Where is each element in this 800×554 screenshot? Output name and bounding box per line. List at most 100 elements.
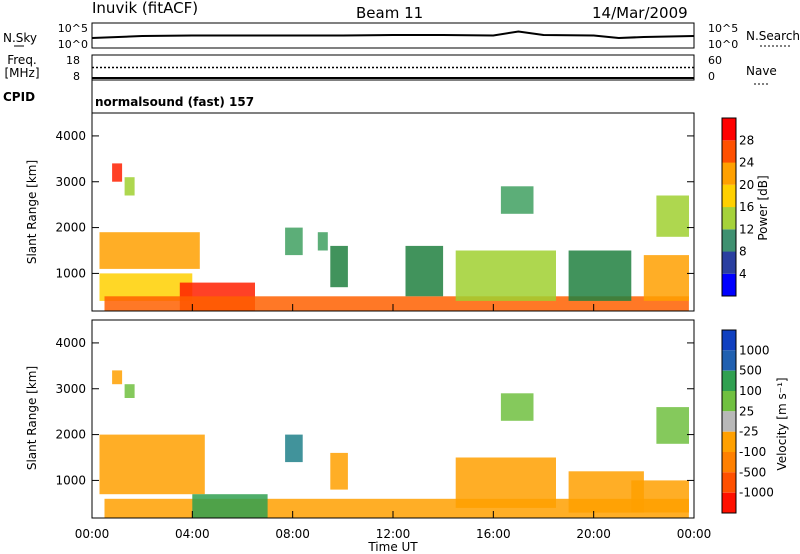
velocity-colorbar-block-2 <box>722 370 736 391</box>
power-colorbar-frame <box>721 117 737 297</box>
velocity-colorbar-tick-3: 25 <box>739 404 754 418</box>
power-yticks-label-0: 1000 <box>55 266 86 280</box>
power-y-label: Slant Range [km] <box>25 160 39 264</box>
power-colorbar-tick-6: 28 <box>739 133 754 147</box>
power-cells-region-9 <box>405 245 444 297</box>
power-colorbar-tick-0: 4 <box>739 267 747 281</box>
velocity-colorbar-block-0 <box>722 330 736 351</box>
power-colorbar-block-2 <box>722 229 736 252</box>
power-colorbar-tick-1: 8 <box>739 245 747 259</box>
power-cells-region-14 <box>656 195 689 237</box>
nsearch-label: N.Search <box>746 29 800 43</box>
vel-cells-region-6 <box>330 452 348 490</box>
power-y-ticks: 1000 2000 3000 4000 <box>55 129 694 280</box>
power-cells-region-7 <box>317 232 328 251</box>
power-cells-region-6 <box>285 227 303 256</box>
power-colorbar-tick-3: 16 <box>739 200 754 214</box>
vel-cells-region-7 <box>500 393 534 421</box>
power-colorbar-block-5 <box>722 162 736 185</box>
velocity-colorbar-block-5 <box>722 431 736 452</box>
nave-tick-lo: 0 <box>708 70 715 83</box>
velocity-colorbar-block-6 <box>722 452 736 473</box>
vel-yticks-label-1: 2000 <box>55 428 86 442</box>
nsky-tick-hi: 10^5 <box>58 22 88 35</box>
velocity-colorbar-tick-2: 100 <box>739 384 762 398</box>
velocity-y-ticks: 1000 2000 3000 4000 <box>55 336 694 487</box>
velocity-colorbar-tick-6: -500 <box>739 465 766 479</box>
power-yticks-label-3: 4000 <box>55 129 86 143</box>
power-yticks-label-2: 3000 <box>55 175 86 189</box>
power-colorbar-block-6 <box>722 140 736 163</box>
power-cells-region-1 <box>99 232 200 269</box>
vel-cells-region-2 <box>192 494 268 518</box>
power-colorbar-block-7 <box>722 118 736 141</box>
power-colorbar-block-4 <box>722 184 736 208</box>
power-colorbar-block-0 <box>722 273 736 297</box>
vel-cells-region-10 <box>656 407 689 444</box>
power-cells-region-5 <box>124 177 135 196</box>
freq-label: Freq. <box>7 53 37 67</box>
power-cells-region-10 <box>500 186 534 214</box>
nsearch-tick-hi: 10^5 <box>708 22 738 35</box>
power-cells-region-12 <box>568 250 632 301</box>
power-colorbar-tick-5: 24 <box>739 156 754 170</box>
nave-label: Nave <box>746 64 777 78</box>
freq-tick-lo: 8 <box>73 70 80 83</box>
power-colorbar-tick-2: 12 <box>739 222 754 236</box>
power-colorbar-label: Power [dB] <box>756 175 770 240</box>
freq-unit-label: [MHz] <box>4 66 39 80</box>
nsky-frame <box>91 22 695 49</box>
x-tick-label-2: 08:00 <box>275 527 310 541</box>
velocity-colorbar-tick-4: -25 <box>739 425 759 439</box>
power-colorbar: 4 8 12 16 20 24 28 <box>721 117 754 297</box>
velocity-colorbar-tick-7: -1000 <box>739 486 774 500</box>
power-colorbar-block-3 <box>722 207 736 230</box>
vel-cells-region-8 <box>455 457 556 508</box>
x-tick-label-6: 00:00 <box>677 527 712 541</box>
station-title: Inuvik (fitACF) <box>92 0 198 17</box>
velocity-colorbar-block-1 <box>722 350 736 371</box>
nsearch-tick-lo: 10^0 <box>708 38 738 51</box>
velocity-colorbar-block-8 <box>722 492 736 513</box>
date-title: 14/Mar/2009 <box>592 4 688 22</box>
freq-tick-hi: 18 <box>66 54 80 67</box>
x-axis-label: Time UT <box>367 540 418 554</box>
nsky-series-line <box>91 30 695 40</box>
x-tick-label-4: 16:00 <box>476 527 511 541</box>
x-tick-label-3: 12:00 <box>376 527 411 541</box>
velocity-y-label: Slant Range [km] <box>25 366 39 470</box>
velocity-colorbar: 1000 500 100 25 -25 -100 -500 -1000 <box>721 329 774 514</box>
power-yticks-label-1: 2000 <box>55 221 86 235</box>
vel-yticks-label-2: 3000 <box>55 382 86 396</box>
power-colorbar-tick-4: 20 <box>739 178 754 192</box>
x-tick-label-0: 00:00 <box>75 527 110 541</box>
beam-title: Beam 11 <box>356 4 423 22</box>
vel-yticks-label-3: 4000 <box>55 336 86 350</box>
cpid-text: normalsound (fast) 157 <box>95 95 254 109</box>
velocity-heatmap <box>99 370 689 519</box>
power-colorbar-block-1 <box>722 251 736 274</box>
velocity-colorbar-frame <box>721 329 737 514</box>
power-cells-region-11 <box>455 250 556 301</box>
velocity-colorbar-tick-5: -100 <box>739 445 766 459</box>
x-tick-label-1: 04:00 <box>175 527 210 541</box>
power-heatmap <box>99 163 689 311</box>
velocity-colorbar-tick-0: 1000 <box>739 343 770 357</box>
vel-cells-region-0 <box>99 434 205 495</box>
velocity-colorbar-block-3 <box>722 391 736 412</box>
nsky-label: N.Sky <box>3 31 37 45</box>
vel-cells-region-3 <box>112 370 123 385</box>
nave-tick-hi: 60 <box>708 54 722 67</box>
vel-yticks-label-0: 1000 <box>55 473 86 487</box>
vel-cells-region-4 <box>124 384 135 398</box>
power-cells-region-8 <box>330 245 348 288</box>
power-cells-region-13 <box>643 255 689 301</box>
vel-cells-region-11 <box>631 480 689 513</box>
velocity-colorbar-tick-1: 500 <box>739 364 762 378</box>
x-axis-ticks: 00:00 04:00 08:00 12:00 16:00 20:00 00:00 <box>75 304 712 541</box>
vel-cells-region-5 <box>285 434 303 463</box>
x-tick-label-5: 20:00 <box>576 527 611 541</box>
velocity-colorbar-block-7 <box>722 472 736 493</box>
velocity-colorbar-label: Velocity [m s⁻¹] <box>775 377 789 470</box>
